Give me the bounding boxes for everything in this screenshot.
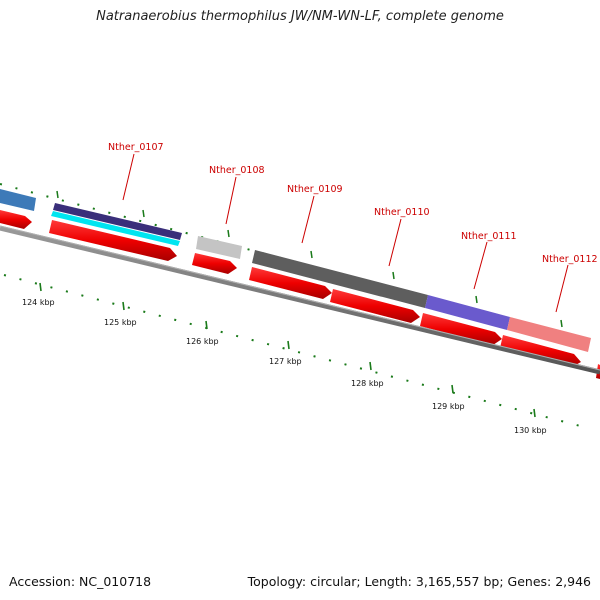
scale-label-128: 128 kbp <box>351 379 384 388</box>
cds-arrow <box>249 267 332 299</box>
scale-label-125: 125 kbp <box>104 318 137 327</box>
scale-label-130: 130 kbp <box>514 426 547 435</box>
gene-label-nther-0108[interactable]: Nther_0108 <box>209 165 265 176</box>
cog-bar <box>196 236 242 259</box>
cog-bars <box>0 189 591 352</box>
cds-arrow <box>49 220 177 261</box>
gene-label-nther-0110[interactable]: Nther_0110 <box>374 207 430 218</box>
scale-label-124: 124 kbp <box>22 298 55 307</box>
cds-arrow <box>192 253 237 274</box>
scale-label-126: 126 kbp <box>186 337 219 346</box>
scale-label-127: 127 kbp <box>269 357 302 366</box>
outer-tick-arc <box>0 183 600 343</box>
cog-bar <box>0 189 36 211</box>
cog-bar <box>53 203 182 240</box>
cds-arrow <box>420 313 502 345</box>
cds-arrows <box>0 210 600 379</box>
scale-label-129: 129 kbp <box>432 402 465 411</box>
cog-bar <box>51 211 180 246</box>
cds-arrow <box>500 335 581 367</box>
gene-label-nther-0112[interactable]: Nther_0112 <box>542 254 598 265</box>
cog-bar <box>507 317 591 352</box>
cog-bar <box>252 250 428 308</box>
genome-title: Natranaerobius thermophilus JW/NM-WN-LF,… <box>96 9 504 24</box>
accession-text: Accession: NC_010718 <box>9 574 152 589</box>
gene-label-nther-0109[interactable]: Nther_0109 <box>287 184 343 195</box>
inner-tick-scale <box>3 274 589 429</box>
cds-arrow <box>0 210 32 229</box>
gene-label-leaders <box>122 153 569 313</box>
gene-label-nther-0111[interactable]: Nther_0111 <box>461 231 517 242</box>
genome-backbone <box>0 225 600 375</box>
cds-arrow <box>330 289 420 323</box>
cog-bar <box>425 295 510 330</box>
gene-label-nther-0107[interactable]: Nther_0107 <box>108 142 164 153</box>
genome-summary-text: Topology: circular; Length: 3,165,557 bp… <box>247 574 591 589</box>
